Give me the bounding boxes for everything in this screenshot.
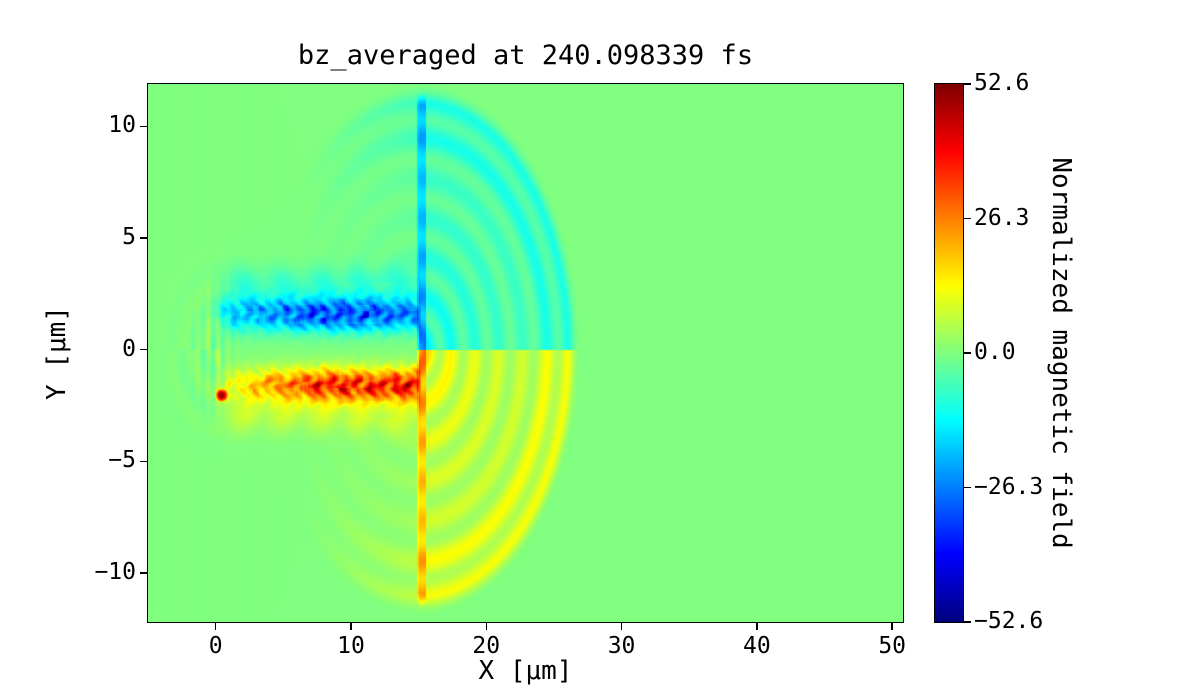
plot-area: [147, 83, 904, 623]
y-tick-label: 5: [122, 224, 136, 251]
x-tick-mark: [485, 623, 487, 630]
colorbar-tick-mark: [964, 486, 971, 489]
x-tick-label: 30: [607, 633, 636, 659]
x-axis-label: X [μm]: [478, 656, 573, 686]
colorbar-tick-label: 52.6: [974, 70, 1030, 96]
colorbar-gradient-canvas: [935, 84, 963, 622]
x-tick-mark: [350, 623, 352, 630]
x-tick-label: 10: [337, 633, 365, 659]
y-tick-label: 0: [122, 335, 136, 362]
y-tick-mark: [140, 460, 147, 463]
colorbar-tick-mark: [964, 352, 971, 354]
x-tick-mark: [214, 623, 217, 630]
colorbar-label: Normalized magnetic field: [1046, 157, 1076, 549]
colorbar-tick-label: −26.3: [974, 473, 1044, 500]
y-tick-label: 10: [108, 112, 136, 139]
colorbar-tick-mark: [964, 83, 971, 85]
colorbar: [934, 83, 964, 623]
y-tick-mark: [140, 125, 147, 128]
colorbar-tick-label: −52.6: [974, 608, 1044, 634]
x-tick-mark: [891, 623, 893, 630]
heatmap-canvas: [148, 84, 903, 622]
x-tick-label: 0: [208, 633, 223, 659]
y-tick-mark: [140, 348, 147, 351]
colorbar-tick-label: 26.3: [974, 204, 1030, 231]
colorbar-tick-mark: [964, 217, 971, 220]
x-tick-mark: [756, 623, 758, 630]
colorbar-tick-label: 0.0: [974, 339, 1016, 365]
y-tick-mark: [140, 237, 147, 239]
x-tick-label: 50: [878, 633, 907, 659]
x-tick-label: 20: [472, 633, 501, 659]
x-tick-mark: [620, 623, 623, 630]
y-tick-label: −5: [108, 447, 136, 474]
x-tick-label: 40: [743, 633, 771, 659]
y-tick-mark: [140, 572, 147, 574]
y-tick-label: −10: [94, 558, 136, 585]
colorbar-tick-mark: [964, 621, 971, 623]
plot-title: bz_averaged at 240.098339 fs: [297, 40, 754, 71]
